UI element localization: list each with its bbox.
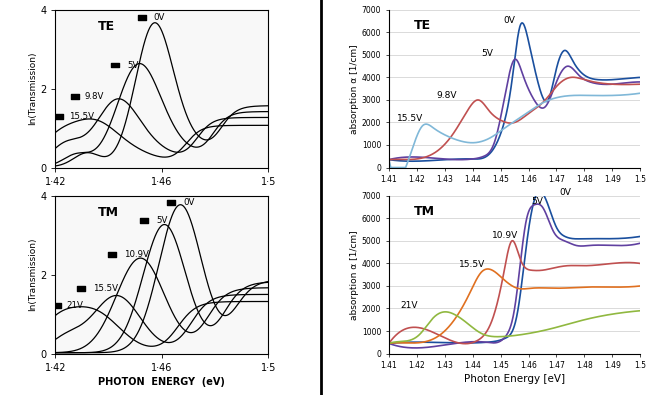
Text: TM: TM [414,205,435,218]
Text: 0V: 0V [559,188,571,197]
Text: 15.5V: 15.5V [397,114,424,123]
Text: 15.5V: 15.5V [92,284,118,293]
Text: 9.8V: 9.8V [436,91,457,100]
Text: 5V: 5V [157,216,168,225]
Y-axis label: absorption α [1/cm]: absorption α [1/cm] [350,44,359,134]
Text: 0V: 0V [154,13,165,22]
Y-axis label: ln(Transmission): ln(Transmission) [28,238,37,311]
Text: 9.8V: 9.8V [84,92,104,101]
Text: 21V: 21V [66,301,83,310]
Text: 5V: 5V [481,49,493,58]
Text: TE: TE [98,21,115,33]
Text: 0V: 0V [504,16,515,25]
X-axis label: PHOTON  ENERGY  (eV): PHOTON ENERGY (eV) [98,377,225,387]
X-axis label: Photon Energy [eV]: Photon Energy [eV] [464,374,565,384]
Y-axis label: absorption α [1/cm]: absorption α [1/cm] [350,230,359,320]
Text: TE: TE [414,19,431,32]
Text: TM: TM [98,206,119,219]
Text: 0V: 0V [183,198,194,207]
Y-axis label: ln(Transmission): ln(Transmission) [28,52,37,126]
Text: 15.5V: 15.5V [68,112,94,121]
Text: 15.5V: 15.5V [459,260,485,269]
Text: 10.9V: 10.9V [492,231,519,239]
Text: 5V: 5V [531,197,543,206]
Text: 5V: 5V [127,60,138,70]
Text: 10.9V: 10.9V [124,250,150,259]
Text: 21V: 21V [400,301,417,310]
